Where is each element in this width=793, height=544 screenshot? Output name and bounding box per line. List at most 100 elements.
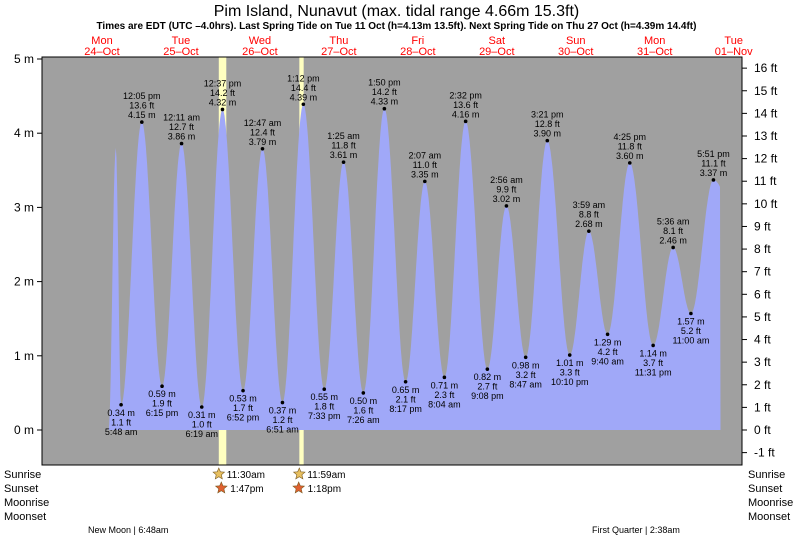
low-tide-label: 0.82 m [474, 372, 502, 382]
high-tide-label: 12:37 pm [204, 78, 242, 88]
y-tick-label-feet: 16 ft [754, 61, 778, 75]
low-tide-label: 1.8 ft [314, 402, 335, 412]
low-tide-label: 1.1 ft [111, 417, 132, 427]
high-tide-label: 4.16 m [452, 109, 480, 119]
low-tide-label: 7:33 pm [308, 411, 341, 421]
day-name-label: Fri [411, 35, 424, 47]
y-tick-label-metres: 5 m [14, 52, 34, 66]
high-tide-label: 8.1 ft [663, 226, 684, 236]
high-tide-label: 3.61 m [330, 150, 358, 160]
high-tide-label: 2.68 m [575, 219, 603, 229]
sunrise-time: 11:30am [227, 470, 265, 481]
high-tide-label: 4.32 m [209, 97, 237, 107]
day-name-label: Tue [724, 35, 743, 47]
row-label-left: Sunrise [4, 469, 41, 481]
sunrise-time: 11:59am [307, 470, 345, 481]
low-tide-label: 9:08 pm [471, 391, 504, 401]
low-tide-label: 6:52 pm [227, 413, 260, 423]
high-tide-label: 12:11 am [163, 113, 200, 123]
high-tide-point [463, 119, 468, 124]
high-tide-label: 8.8 ft [579, 210, 600, 220]
row-label-right: Sunrise [748, 469, 785, 481]
sunset-time: 1:18pm [308, 484, 341, 495]
high-tide-label: 2:07 am [409, 150, 442, 160]
low-tide-point [485, 367, 490, 371]
high-tide-point [711, 178, 716, 182]
low-tide-label: 1.2 ft [272, 415, 293, 425]
day-date-label: 27–Oct [321, 46, 356, 58]
high-tide-label: 3:59 am [573, 200, 606, 210]
y-tick-label-feet: 5 ft [754, 310, 771, 324]
high-tide-label: 12.4 ft [250, 127, 276, 137]
tide-area [108, 104, 721, 431]
low-tide-point [567, 353, 572, 357]
day-name-label: Sun [566, 35, 586, 47]
high-tide-label: 3.86 m [168, 132, 196, 142]
high-tide-point [545, 138, 550, 143]
day-date-label: 25–Oct [163, 46, 198, 58]
low-tide-label: 5.2 ft [681, 326, 702, 336]
high-tide-label: 4.15 m [128, 110, 156, 120]
low-tide-label: 6:15 pm [146, 408, 179, 418]
y-tick-label-feet: 10 ft [754, 197, 778, 211]
high-tide-point [220, 107, 225, 112]
low-tide-point [605, 332, 610, 337]
low-tide-label: 10:10 pm [551, 377, 589, 387]
day-name-label: Tue [172, 35, 191, 47]
low-tide-point [199, 405, 204, 409]
day-name-label: Thu [329, 35, 348, 47]
y-tick-label-feet: 8 ft [754, 242, 771, 256]
high-tide-label: 1:25 am [327, 131, 360, 141]
y-tick-label-metres: 1 m [14, 349, 34, 363]
high-tide-label: 5:36 am [657, 216, 690, 226]
day-labels: Mon24–OctTue25–OctWed26–OctThu27–OctFri2… [84, 35, 753, 58]
low-tide-point [119, 402, 123, 407]
high-tide-label: 2.46 m [659, 235, 687, 245]
low-tide-point [651, 343, 655, 348]
low-tide-label: 1.9 ft [152, 399, 173, 409]
row-label-right: Sunset [748, 483, 782, 495]
high-tide-point [301, 102, 306, 107]
high-tide-label: 3.79 m [249, 137, 277, 147]
sunset-time: 1:47pm [230, 484, 263, 495]
y-tick-label-feet: 0 ft [754, 423, 771, 437]
high-tide-label: 13.6 ft [453, 100, 479, 110]
low-tide-label: 3.3 ft [560, 368, 581, 378]
low-tide-label: 4.2 ft [598, 347, 619, 357]
day-name-label: Sat [489, 35, 506, 47]
low-tide-label: 0.34 m [107, 408, 135, 418]
high-tide-label: 9.9 ft [496, 184, 517, 194]
high-tide-label: 14.4 ft [291, 83, 317, 93]
high-tide-point [423, 179, 427, 184]
high-tide-label: 11.0 ft [413, 160, 438, 170]
low-tide-label: 11:00 am [672, 336, 709, 346]
day-name-label: Mon [644, 35, 665, 47]
high-tide-point [140, 120, 144, 124]
low-tide-label: 2.3 ft [434, 390, 455, 400]
sun-star-icon [292, 467, 306, 480]
low-tide-label: 2.7 ft [477, 382, 498, 392]
y-tick-label-feet: -1 ft [754, 446, 775, 460]
high-tide-label: 11.8 ft [618, 141, 643, 151]
high-tide-label: 3.35 m [411, 169, 439, 179]
high-tide-label: 11.8 ft [331, 141, 356, 151]
y-axis-metres: 0 m 1 m 2 m 3 m 4 m 5 m [14, 52, 42, 437]
moon-phase-label: First Quarter | 2:38am [592, 525, 680, 535]
low-tide-label: 0.37 m [269, 406, 297, 416]
low-tide-label: 6:51 am [266, 425, 299, 435]
high-tide-label: 2:56 am [490, 175, 523, 185]
y-tick-label-feet: 14 ft [754, 106, 778, 120]
high-tide-label: 1:50 pm [368, 78, 401, 88]
day-name-label: Mon [91, 35, 112, 47]
high-tide-label: 5:51 pm [697, 149, 730, 159]
low-tide-point [322, 387, 327, 391]
low-tide-point [241, 388, 245, 393]
low-tide-point [523, 355, 528, 360]
low-tide-label: 8:17 pm [389, 404, 422, 414]
sun-star-icon [292, 481, 306, 494]
high-tide-label: 12:47 am [244, 118, 282, 128]
day-date-label: 31–Oct [637, 46, 672, 58]
low-tide-label: 1.7 ft [233, 403, 254, 413]
plot-frame [41, 56, 743, 466]
